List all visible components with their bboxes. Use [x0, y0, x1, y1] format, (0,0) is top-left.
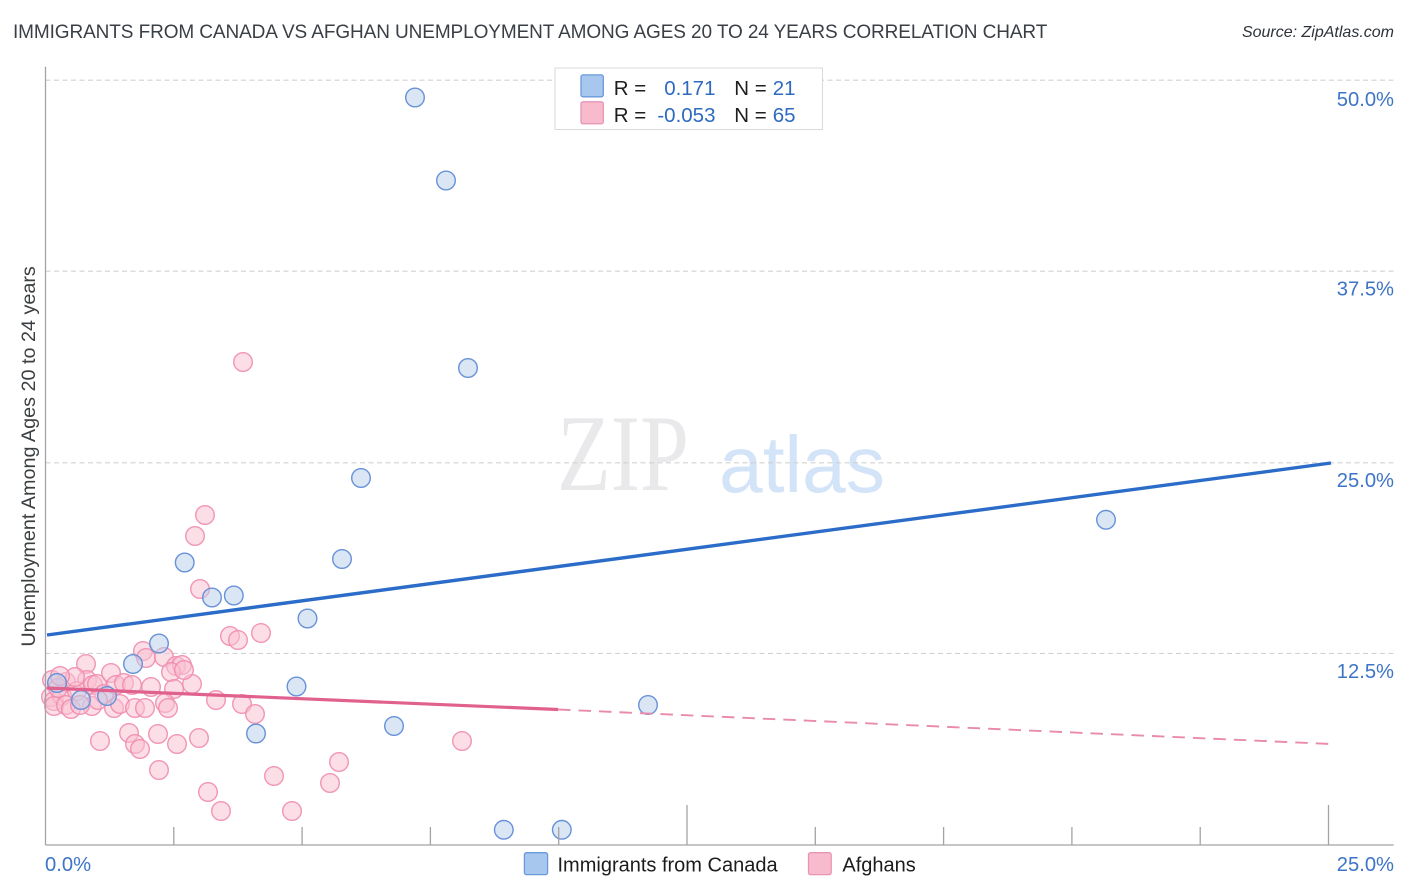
svg-text:0.171: 0.171 — [664, 77, 715, 100]
svg-text:R =: R = — [614, 77, 646, 100]
svg-text:21: 21 — [773, 77, 796, 100]
svg-text:Afghans: Afghans — [842, 855, 915, 877]
svg-text:12.5%: 12.5% — [1337, 661, 1394, 683]
svg-text:ZIP: ZIP — [557, 393, 689, 514]
svg-text:50.0%: 50.0% — [1337, 89, 1394, 111]
svg-text:Unemployment Among Ages 20 to: Unemployment Among Ages 20 to 24 years — [18, 266, 40, 647]
svg-text:R =: R = — [614, 104, 646, 127]
svg-text:atlas: atlas — [719, 420, 885, 509]
svg-text:65: 65 — [773, 104, 796, 127]
svg-text:N =: N = — [734, 104, 766, 127]
svg-text:25.0%: 25.0% — [1337, 854, 1394, 876]
svg-text:Immigrants from Canada: Immigrants from Canada — [558, 855, 779, 877]
svg-text:-0.053: -0.053 — [657, 104, 715, 127]
svg-text:0.0%: 0.0% — [45, 854, 91, 876]
svg-text:25.0%: 25.0% — [1337, 470, 1394, 492]
svg-text:37.5%: 37.5% — [1337, 279, 1394, 301]
svg-text:N =: N = — [734, 77, 766, 100]
